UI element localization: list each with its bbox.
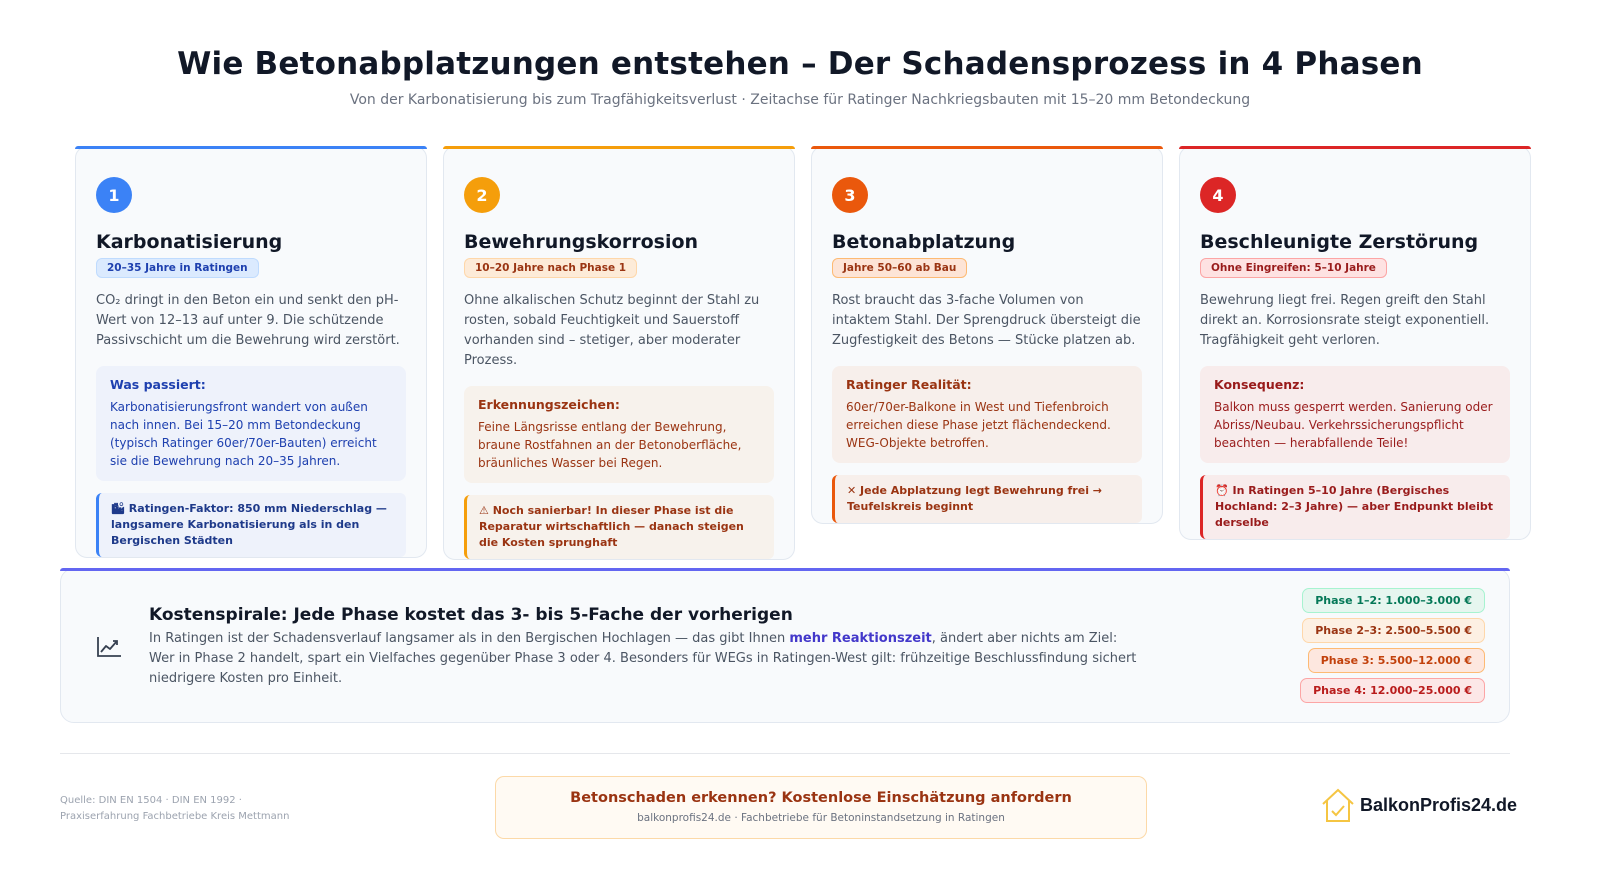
phase-card-3: 3 Betonabplatzung Jahre 50–60 ab Bau Ros…	[811, 146, 1163, 524]
info-box-title: Erkennungszeichen:	[478, 397, 620, 412]
cost-pill-phase-4: Phase 4: 12.000–25.000 €	[1300, 678, 1485, 703]
cost-pill-phase-3: Phase 3: 5.500–12.000 €	[1307, 648, 1485, 673]
info-box-title: Konsequenz:	[1214, 377, 1305, 392]
info-box-text: Feine Längsrisse entlang der Bewehrung, …	[478, 420, 742, 470]
cost-spiral-panel: Kostenspirale: Jede Phase kostet das 3- …	[60, 568, 1510, 723]
source-note: Quelle: DIN EN 1504 · DIN EN 1992 · Prax…	[60, 793, 330, 825]
phase-duration-badge: Ohne Eingreifen: 5–10 Jahre	[1200, 258, 1387, 278]
cost-pill-phase-1-2: Phase 1–2: 1.000–3.000 €	[1302, 588, 1485, 613]
info-box-title: Ratinger Realität:	[846, 377, 972, 392]
phase-card-2: 2 Bewehrungskorrosion 10–20 Jahre nach P…	[443, 146, 795, 560]
house-check-icon	[1322, 788, 1354, 822]
phase-description: Bewehrung liegt frei. Regen greift den S…	[1200, 293, 1490, 348]
phase-info-box: Konsequenz: Balkon muss gesperrt werden.…	[1200, 366, 1510, 463]
cost-pill-phase-2-3: Phase 2–3: 2.500–5.500 €	[1302, 618, 1485, 643]
cta-title[interactable]: Betonschaden erkennen? Kostenlose Einsch…	[570, 790, 1072, 806]
phase-card-1: 1 Karbonatisierung 20–35 Jahre in Rating…	[75, 146, 427, 558]
phase-cards: 1 Karbonatisierung 20–35 Jahre in Rating…	[75, 146, 1531, 566]
source-line: Praxiserfahrung Fachbetriebe Kreis Mettm…	[60, 811, 290, 822]
phase-note: ⏰ In Ratingen 5–10 Jahre (Bergisches Hoc…	[1200, 475, 1510, 539]
cta-subtitle: balkonprofis24.de · Fachbetriebe für Bet…	[637, 812, 1005, 824]
phase-number-badge: 4	[1200, 177, 1236, 213]
cost-text-part: In Ratingen ist der Schadensverlauf lang…	[149, 631, 790, 646]
phase-title: Beschleunigte Zerstörung	[1200, 231, 1479, 253]
chart-icon	[97, 637, 121, 657]
phase-title: Betonabplatzung	[832, 231, 1016, 253]
phase-number-badge: 2	[464, 177, 500, 213]
phase-number-badge: 1	[96, 177, 132, 213]
phase-note: 🏙 Ratingen-Faktor: 850 mm Niederschlag —…	[96, 493, 406, 557]
phase-note: ⚠ Noch sanierbar! In dieser Phase ist di…	[464, 495, 774, 559]
source-line: Quelle: DIN EN 1504 · DIN EN 1992 ·	[60, 795, 242, 806]
phase-title: Bewehrungskorrosion	[464, 231, 699, 253]
cost-text-highlight: mehr Reaktionszeit	[789, 631, 932, 646]
phase-info-box: Erkennungszeichen: Feine Längsrisse entl…	[464, 386, 774, 483]
page-subtitle: Von der Karbonatisierung bis zum Tragfäh…	[349, 92, 1251, 108]
cost-text: In Ratingen ist der Schadensverlauf lang…	[149, 629, 1139, 689]
phase-duration-badge: 10–20 Jahre nach Phase 1	[464, 258, 638, 278]
phase-duration-badge: 20–35 Jahre in Ratingen	[96, 258, 259, 278]
phase-title: Karbonatisierung	[96, 231, 283, 253]
header: Wie Betonabplatzungen entstehen – Der Sc…	[0, 46, 1600, 108]
info-box-text: 60er/70er-Balkone in West und Tiefenbroi…	[846, 400, 1111, 450]
footer-divider	[60, 753, 1510, 754]
page-title: Wie Betonabplatzungen entstehen – Der Sc…	[177, 46, 1423, 82]
info-box-text: Karbonatisierungsfront wandert von außen…	[110, 400, 377, 468]
phase-card-4: 4 Beschleunigte Zerstörung Ohne Eingreif…	[1179, 146, 1531, 540]
phase-duration-badge: Jahre 50–60 ab Bau	[832, 258, 968, 278]
cost-title: Kostenspirale: Jede Phase kostet das 3- …	[149, 605, 793, 625]
info-box-text: Balkon muss gesperrt werden. Sanierung o…	[1214, 400, 1493, 450]
phase-info-box: Ratinger Realität: 60er/70er-Balkone in …	[832, 366, 1142, 463]
cta-button[interactable]: Betonschaden erkennen? Kostenlose Einsch…	[495, 776, 1147, 839]
phase-description: Ohne alkalischen Schutz beginnt der Stah…	[464, 293, 760, 368]
phase-note: ✕ Jede Abplatzung legt Bewehrung frei → …	[832, 475, 1142, 523]
info-box-title: Was passiert:	[110, 377, 206, 392]
cost-pills: Phase 1–2: 1.000–3.000 € Phase 2–3: 2.50…	[1285, 588, 1485, 708]
cost-text-part: , ändert aber nichts am Ziel: Wer in Pha…	[149, 631, 1137, 686]
logo-text: BalkonProfis24.de	[1360, 794, 1518, 815]
phase-info-box: Was passiert: Karbonatisierungsfront wan…	[96, 366, 406, 481]
logo[interactable]: BalkonProfis24.de	[1320, 785, 1517, 825]
phase-description: CO₂ dringt in den Beton ein und senkt de…	[96, 293, 400, 348]
phase-description: Rost braucht das 3-fache Volumen von int…	[832, 293, 1141, 348]
phase-number-badge: 3	[832, 177, 868, 213]
